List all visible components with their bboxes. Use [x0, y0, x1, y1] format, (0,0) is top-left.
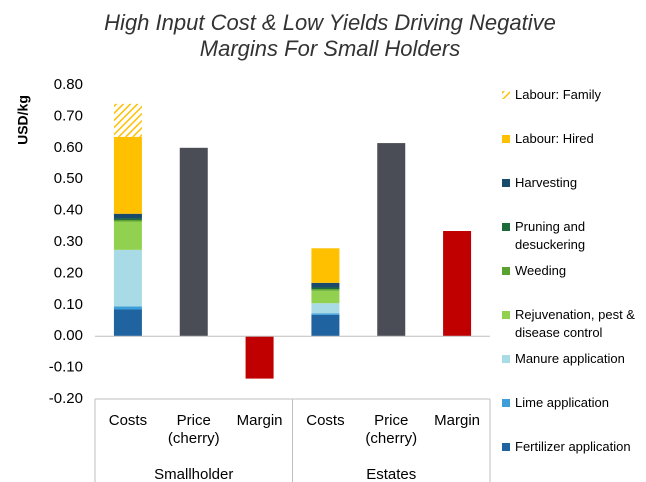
x-tick-label: Price (cherry)	[365, 412, 418, 447]
legend-label: Lime application	[515, 395, 609, 410]
bar-segment	[311, 290, 340, 304]
group-label: Smallholder	[154, 466, 234, 482]
y-tick-label: 0.20	[54, 264, 83, 281]
legend-marker	[502, 355, 510, 363]
bar-segment	[113, 103, 142, 137]
group-label: Estates	[366, 466, 417, 482]
y-tick-label: 0.50	[54, 170, 83, 187]
bar-segment	[113, 249, 142, 307]
bar-segment	[443, 231, 472, 337]
legend-label: Rejuvenation, pest & disease control	[515, 307, 635, 340]
legend-marker	[502, 267, 510, 275]
x-tick-label: Margin	[236, 412, 283, 429]
legend-label: Labour: Family	[515, 87, 601, 102]
bar-segment	[113, 306, 142, 310]
bar-segment	[113, 218, 142, 221]
legend-label: Weeding	[515, 263, 567, 278]
y-tick-label: 0.30	[54, 233, 83, 250]
legend-label: Manure application	[515, 351, 625, 366]
y-tick-label: -0.10	[49, 359, 83, 376]
bar-segment	[311, 314, 340, 337]
bar-segment	[311, 287, 340, 290]
bar-segment	[113, 213, 142, 219]
y-tick-label: 0.10	[54, 296, 83, 313]
y-tick-label: 0.70	[54, 107, 83, 124]
legend-marker	[502, 179, 510, 187]
bar-segment	[311, 248, 340, 283]
bar-segment	[311, 313, 340, 315]
bar-segment	[311, 282, 340, 288]
legend-label: Pruning and desuckering	[515, 219, 586, 252]
x-tick-label: Margin	[434, 412, 480, 429]
bar-segment	[113, 136, 142, 214]
legend-label: Labour: Hired	[515, 131, 594, 146]
bar-segment	[113, 221, 142, 250]
x-tick-label: Costs	[306, 412, 345, 429]
y-tick-label: 0.40	[54, 202, 83, 219]
x-tick-label: Costs	[108, 412, 148, 429]
legend-label: Harvesting	[515, 175, 578, 190]
y-tick-label: -0.20	[49, 390, 83, 407]
x-tick-label: Price (cherry)	[167, 412, 220, 447]
bar-segment	[113, 309, 142, 337]
bar-segment	[377, 143, 406, 337]
legend-marker	[502, 223, 510, 231]
legend-marker	[502, 311, 510, 319]
bar-segment	[113, 220, 142, 222]
legend-marker	[502, 399, 510, 407]
legend-marker	[502, 443, 510, 451]
legend-marker	[502, 135, 510, 143]
bar-segment	[179, 147, 208, 337]
bar-segment	[245, 336, 274, 379]
bar-segment	[311, 289, 340, 291]
bar-segment	[311, 303, 340, 314]
y-tick-label: 0.00	[54, 327, 83, 344]
legend-marker	[502, 91, 510, 99]
y-tick-label: 0.60	[54, 139, 83, 156]
y-tick-label: 0.80	[54, 76, 83, 93]
legend-label: Fertilizer application	[515, 439, 631, 454]
chart-title: High Input Cost & Low Yields Driving Neg…	[104, 10, 556, 61]
y-axis-label: USD/kg	[15, 95, 31, 145]
